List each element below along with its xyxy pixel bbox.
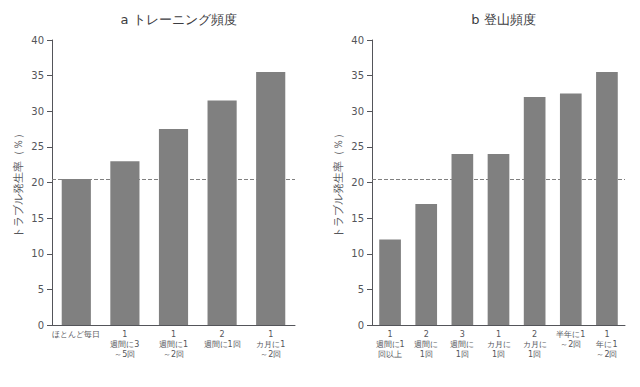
svg-text:2: 2 <box>532 330 537 339</box>
svg-text:25: 25 <box>31 141 44 152</box>
svg-text:～2回: ～2回 <box>560 340 581 349</box>
svg-text:年に1: 年に1 <box>596 340 617 349</box>
svg-text:2: 2 <box>220 330 225 339</box>
svg-text:35: 35 <box>351 70 364 81</box>
svg-text:10: 10 <box>31 248 44 259</box>
svg-text:1: 1 <box>268 330 273 339</box>
svg-text:1回: 1回 <box>528 350 541 359</box>
svg-text:トラブル発生率（％）: トラブル発生率（％） <box>12 128 25 238</box>
svg-text:20: 20 <box>31 177 44 188</box>
svg-text:カ月に: カ月に <box>487 340 511 349</box>
svg-text:0: 0 <box>358 320 364 331</box>
svg-text:5: 5 <box>38 284 44 295</box>
svg-text:トラブル発生率（％）: トラブル発生率（％） <box>332 128 345 238</box>
svg-text:5: 5 <box>358 284 364 295</box>
svg-text:a トレーニング頻度: a トレーニング頻度 <box>120 12 236 27</box>
svg-text:週間に3: 週間に3 <box>110 340 139 349</box>
svg-text:b 登山頻度: b 登山頻度 <box>471 12 535 27</box>
svg-text:30: 30 <box>351 106 364 117</box>
svg-text:30: 30 <box>31 106 44 117</box>
svg-text:週間に1: 週間に1 <box>159 340 188 349</box>
svg-text:15: 15 <box>351 213 364 224</box>
svg-text:35: 35 <box>31 70 44 81</box>
svg-text:1: 1 <box>171 330 176 339</box>
svg-text:1回: 1回 <box>420 350 433 359</box>
svg-text:1: 1 <box>122 330 127 339</box>
svg-text:1: 1 <box>604 330 609 339</box>
svg-text:週間に: 週間に <box>450 340 474 349</box>
svg-text:ほとんど毎日: ほとんど毎日 <box>52 330 100 339</box>
svg-text:3: 3 <box>460 330 465 339</box>
svg-text:1: 1 <box>496 330 501 339</box>
svg-text:15: 15 <box>31 213 44 224</box>
svg-text:1回: 1回 <box>456 350 469 359</box>
svg-text:20: 20 <box>351 177 364 188</box>
svg-text:半年に1: 半年に1 <box>556 330 585 339</box>
svg-text:～2回: ～2回 <box>596 350 617 359</box>
svg-text:週間に: 週間に <box>414 340 438 349</box>
svg-text:回以上: 回以上 <box>378 350 402 359</box>
svg-text:1回: 1回 <box>492 350 505 359</box>
svg-text:25: 25 <box>351 141 364 152</box>
svg-text:10: 10 <box>351 248 364 259</box>
svg-text:～5回: ～5回 <box>114 350 135 359</box>
svg-text:カ月に1: カ月に1 <box>256 340 285 349</box>
svg-text:カ月に: カ月に <box>523 340 547 349</box>
svg-text:週間に1: 週間に1 <box>376 340 405 349</box>
svg-text:40: 40 <box>31 35 44 46</box>
svg-text:2: 2 <box>424 330 429 339</box>
svg-text:～2回: ～2回 <box>260 350 281 359</box>
svg-text:0: 0 <box>38 320 44 331</box>
svg-text:40: 40 <box>351 35 364 46</box>
svg-text:～2回: ～2回 <box>163 350 184 359</box>
svg-text:1: 1 <box>388 330 393 339</box>
svg-text:週間に1回: 週間に1回 <box>204 340 241 349</box>
